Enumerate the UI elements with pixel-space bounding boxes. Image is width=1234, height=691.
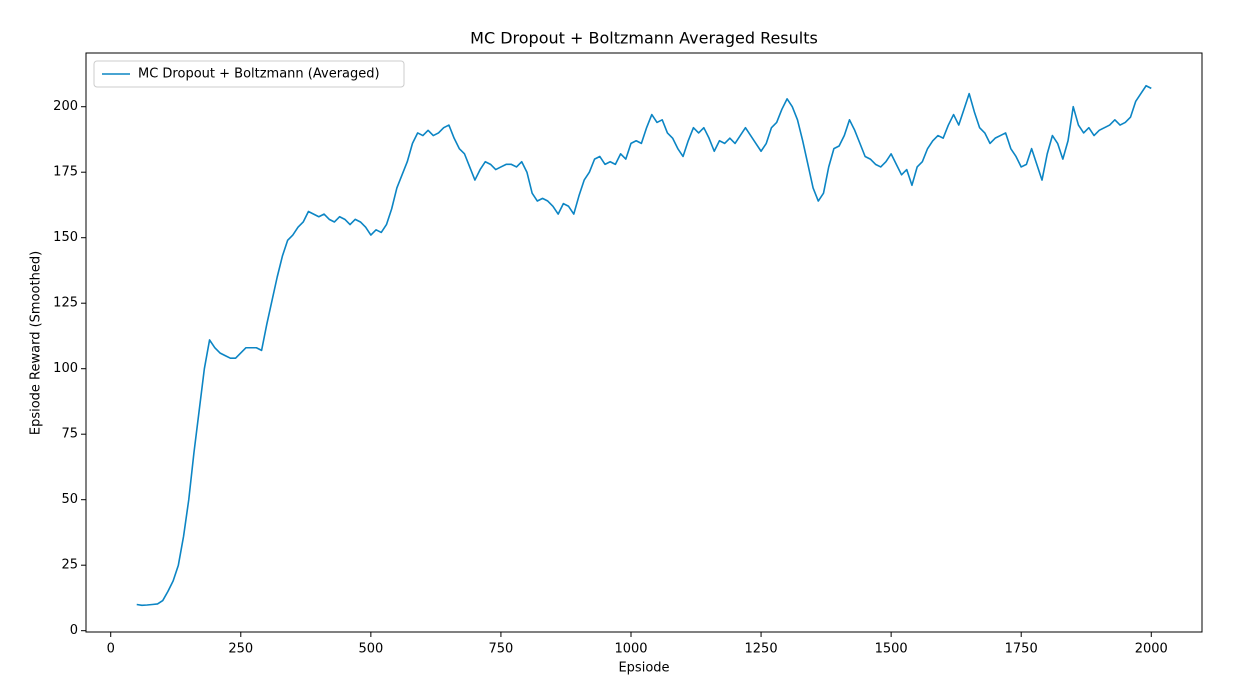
x-tick-label: 1500 xyxy=(875,642,908,657)
y-tick-label: 100 xyxy=(53,361,78,376)
x-tick-label: 0 xyxy=(107,642,115,657)
legend-label: MC Dropout + Boltzmann (Averaged) xyxy=(138,67,380,82)
x-tick-label: 2000 xyxy=(1135,642,1168,657)
y-tick-label: 0 xyxy=(70,623,78,638)
x-tick-label: 250 xyxy=(228,642,253,657)
plot-frame xyxy=(85,52,1203,633)
y-tick-label: 125 xyxy=(53,296,78,311)
y-tick-label: 175 xyxy=(53,165,78,180)
y-tick-label: 200 xyxy=(53,99,78,114)
y-tick-label: 75 xyxy=(61,427,78,442)
x-tick-label: 1250 xyxy=(745,642,778,657)
y-axis-label: Epsiode Reward (Smoothed) xyxy=(29,251,44,435)
legend-box xyxy=(93,60,405,88)
x-tick-label: 750 xyxy=(489,642,514,657)
y-tick-label: 50 xyxy=(61,492,78,507)
x-tick-label: 1750 xyxy=(1005,642,1038,657)
data-line xyxy=(136,84,1152,607)
x-tick-label: 500 xyxy=(358,642,383,657)
y-tick-label: 150 xyxy=(53,230,78,245)
x-axis-label: Epsiode xyxy=(618,661,669,676)
chart-title: MC Dropout + Boltzmann Averaged Results xyxy=(470,29,818,48)
y-tick-label: 25 xyxy=(61,558,78,573)
x-tick-label: 1000 xyxy=(614,642,647,657)
